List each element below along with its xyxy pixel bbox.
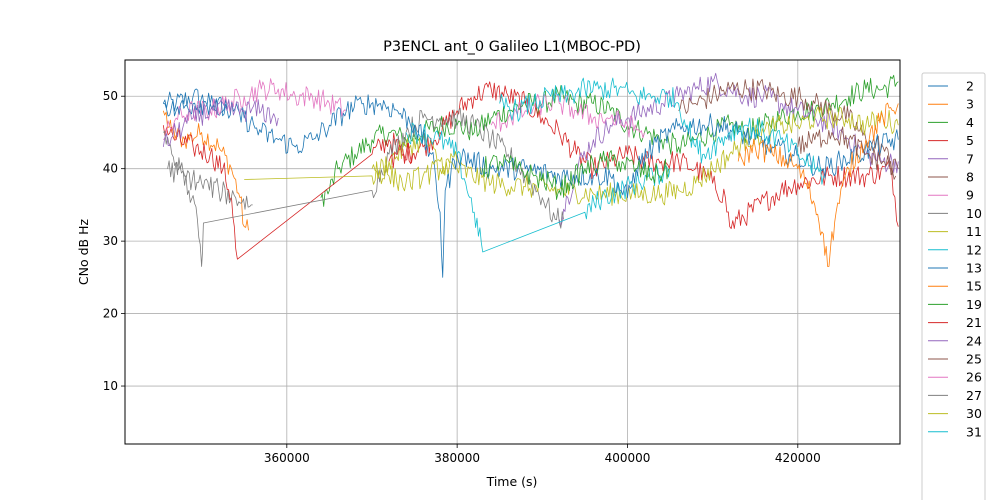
legend-entry: 27 [966,388,982,403]
legend-entry: 30 [966,406,982,421]
legend-entry: 13 [966,261,982,276]
series-line-15 [737,102,899,267]
legend-entry: 24 [966,333,982,348]
series-line-25 [797,126,899,176]
legend-entry: 8 [966,170,974,185]
legend-entry: 3 [966,97,974,112]
legend-entry: 5 [966,133,974,148]
legend-entry: 9 [966,188,974,203]
series-line-31 [499,77,824,185]
legend-entry: 11 [966,224,982,239]
x-tick-label: 420000 [775,451,821,465]
legend: 2 3 4 5 7 8 9 10 11 12 13 15 19 21 24 25 26 27 30 31 [921,72,986,500]
legend-entry: 2 [966,79,974,94]
x-axis-label: Time (s) [486,474,538,489]
series-line-11 [244,106,899,206]
y-tick-label: 10 [103,379,118,393]
series-line-5 [162,81,899,260]
series-line-2 [162,88,228,116]
legend-entry: 25 [966,352,982,367]
y-tick-label: 30 [103,234,118,248]
y-tick-label: 40 [103,162,118,176]
series-line-27 [167,160,253,210]
legend-entry: 15 [966,279,982,294]
series-line-12 [405,122,671,253]
series-line-21 [388,142,415,169]
series-line-3 [162,110,249,231]
series-line-8 [678,78,897,180]
legend-entry: 10 [966,206,982,221]
y-tick-label: 50 [103,89,118,103]
x-tick-label: 380000 [434,451,480,465]
legend-entry: 26 [966,370,982,385]
legend-entry: 21 [966,315,982,330]
legend-box [921,72,986,500]
legend-entry: 7 [966,151,974,166]
legend-entry: 19 [966,297,982,312]
series-line-19 [482,150,671,200]
plot-frame [124,59,901,445]
series-lines [162,72,899,278]
legend-entry: 12 [966,242,982,257]
y-tick-label: 20 [103,307,118,321]
axis-ticks: 360000 380000 400000 420000 10 20 30 40 50 [103,89,821,465]
series-line-9 [163,78,347,141]
x-tick-label: 400000 [605,451,651,465]
series-line-10 [163,107,564,267]
chart-title: P3ENCL ant_0 Galileo L1(MBOC-PD) [383,39,641,55]
series-line-30 [371,151,458,192]
legend-entry: 4 [966,115,974,130]
y-axis-label: CNo dB Hz [76,218,91,285]
series-line-24 [162,98,279,147]
x-tick-label: 360000 [264,451,310,465]
legend-entry: 31 [966,424,982,439]
